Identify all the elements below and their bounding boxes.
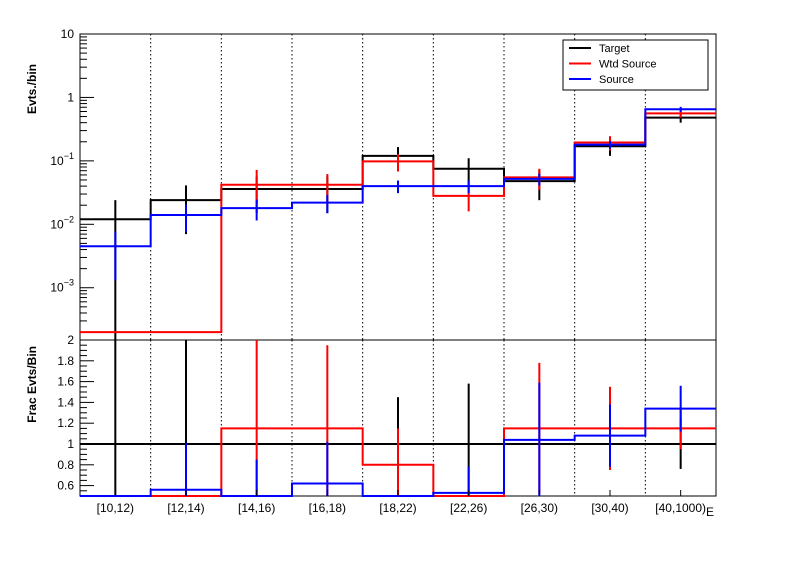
step-line [80, 108, 716, 248]
x-tick-label: [22,26) [450, 501, 487, 515]
y-tick-label: 10−3 [50, 278, 74, 295]
x-axis: [10,12) [12,14) [14,16) [16,18) [18,22) [22,2… [97, 490, 714, 519]
step-line [80, 116, 716, 221]
y-tick-label: 10−2 [50, 214, 74, 231]
y-tick-label: 1.8 [57, 354, 74, 368]
y-tick-label: 1.6 [57, 375, 74, 389]
x-axis-label: E [706, 505, 714, 519]
legend-entry: Wtd Source [599, 59, 656, 71]
x-tick-label: [10,12) [97, 501, 134, 515]
y-tick-label: 1 [67, 90, 74, 104]
y-axis-label: Evts./bin [25, 64, 39, 114]
x-tick-label: [40,1000) [655, 501, 706, 515]
y-tick-base: 1 [67, 90, 74, 104]
x-tick-label: [26,30) [521, 501, 558, 515]
series-source [80, 106, 716, 281]
series-wtd-source [80, 109, 716, 334]
legend-entry: Target [599, 43, 630, 55]
y-axis-label: Frac Evts/Bin [25, 346, 39, 423]
y-tick-label: 0.6 [57, 479, 74, 493]
y-tick-label: 1.4 [57, 395, 74, 409]
y-tick-base: 10 [50, 154, 64, 168]
y-tick-exponent: −1 [64, 151, 74, 161]
y-tick-label: 1 [67, 437, 74, 451]
y-tick-exponent: −3 [64, 278, 74, 288]
x-tick-label: [12,14) [167, 501, 204, 515]
lower-panel: 0.6 0.8 1 1.2 1.4 1.6 1.8 2 Frac Evts/Bin [25, 333, 717, 497]
y-tick-exponent: −2 [64, 214, 74, 224]
x-tick-label: [16,18) [309, 501, 346, 515]
y-tick-base: 10 [50, 281, 64, 295]
y-tick-base: 10 [61, 27, 75, 41]
y-tick-label: 10−1 [50, 151, 74, 168]
y-tick-label: 0.8 [57, 458, 74, 472]
legend: Target Wtd Source Source [562, 39, 709, 91]
y-tick-label: 1.2 [57, 416, 74, 430]
y-tick-label: 2 [67, 333, 74, 347]
y-tick-base: 10 [50, 217, 64, 231]
legend-entry: Source [599, 74, 634, 86]
y-tick-label: 10 [61, 27, 75, 41]
series-target [80, 113, 716, 340]
x-tick-label: [14,16) [238, 501, 275, 515]
x-tick-label: [18,22) [379, 501, 416, 515]
x-tick-label: [30,40) [591, 501, 628, 515]
